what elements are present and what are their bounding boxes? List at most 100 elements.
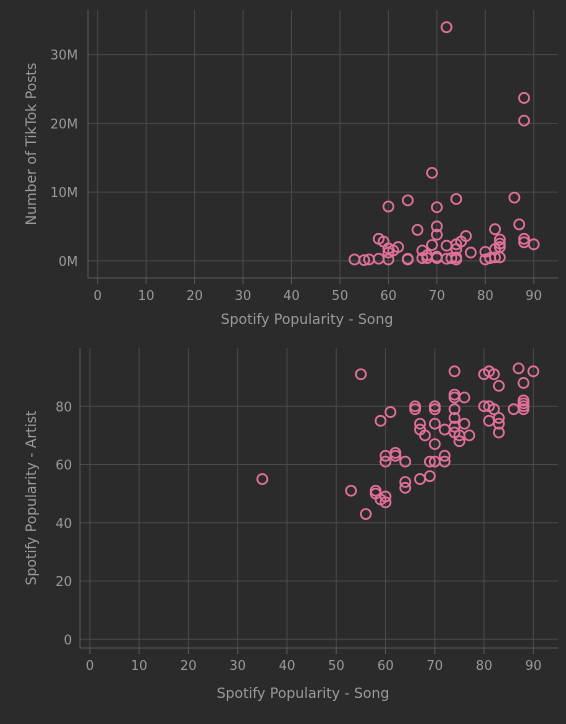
x-tick-label: 60 xyxy=(377,659,394,674)
x-tick-label: 50 xyxy=(332,289,349,304)
data-point xyxy=(453,435,466,448)
data-point xyxy=(419,429,431,442)
x-tick-label: 10 xyxy=(138,289,155,304)
data-point xyxy=(489,251,501,264)
y-tick-label: 80 xyxy=(55,400,72,415)
data-point xyxy=(426,239,438,251)
data-point xyxy=(374,414,387,427)
tiktok-posts-chart: 0M 10M 20M 30M 0 10 20 30 40 50 60 70 80 90 Spotify Po… xyxy=(24,10,558,328)
y-tick-label: 20M xyxy=(50,117,78,132)
data-point xyxy=(512,362,525,375)
data-point xyxy=(492,412,505,424)
data-point xyxy=(460,230,472,242)
data-point xyxy=(399,476,412,488)
data-point xyxy=(458,391,471,404)
x-tick-label: 70 xyxy=(429,289,446,304)
x-tick-label: 20 xyxy=(186,289,203,304)
data-point xyxy=(379,490,392,503)
data-point xyxy=(493,237,506,250)
x-tick-label: 30 xyxy=(229,659,246,674)
data-point xyxy=(384,406,397,418)
data-point xyxy=(527,238,540,251)
data-point xyxy=(399,455,412,468)
data-point xyxy=(492,426,505,439)
x-axis-title: Spotify Popularity - Song xyxy=(221,312,393,328)
data-point xyxy=(382,200,395,213)
data-point xyxy=(513,218,526,231)
data-point xyxy=(493,251,506,264)
data-point xyxy=(518,232,530,245)
x-tick-label: 0 xyxy=(86,659,94,674)
data-point xyxy=(445,252,458,264)
data-point xyxy=(392,241,405,253)
data-point xyxy=(527,365,540,378)
data-point xyxy=(517,377,530,389)
data-point xyxy=(428,403,441,416)
data-point xyxy=(389,449,402,462)
data-point xyxy=(517,403,530,416)
data-point xyxy=(438,449,451,462)
y-tick-label: 20 xyxy=(55,575,72,590)
data-point xyxy=(382,253,395,266)
data-point xyxy=(448,403,461,416)
x-tick-label: 0 xyxy=(94,289,102,304)
data-point xyxy=(426,166,438,179)
data-point xyxy=(430,228,443,241)
y-tick-label: 60 xyxy=(55,459,72,474)
y-tick-label: 30M xyxy=(50,49,78,64)
artist-popularity-chart: 0 20 40 60 80 0 10 20 30 40 50 60 70 80 90 Spotify Popu… xyxy=(24,348,558,702)
y-tick-label: 40 xyxy=(55,517,72,532)
data-point xyxy=(345,484,357,497)
data-point xyxy=(450,253,463,266)
data-point xyxy=(414,417,426,430)
data-point xyxy=(354,368,367,381)
y-tick-label: 10M xyxy=(50,186,78,201)
data-point xyxy=(489,223,501,236)
x-tick-label: 50 xyxy=(328,659,345,674)
y-tick-label: 0 xyxy=(64,633,72,648)
data-point xyxy=(359,508,372,520)
data-point xyxy=(411,223,424,236)
x-tick-label: 90 xyxy=(525,659,542,674)
data-point xyxy=(379,455,392,468)
data-point xyxy=(423,470,436,483)
data-point xyxy=(518,92,530,104)
data-point xyxy=(256,473,269,485)
x-tick-label: 40 xyxy=(283,289,300,304)
data-point xyxy=(379,496,392,509)
data-point xyxy=(488,368,500,381)
x-tick-label: 80 xyxy=(477,289,494,304)
data-point xyxy=(409,403,421,416)
data-point xyxy=(428,417,441,430)
data-point xyxy=(401,194,414,207)
data-point xyxy=(423,455,436,468)
data-point xyxy=(463,429,476,442)
data-point xyxy=(448,412,461,424)
x-tick-label: 90 xyxy=(525,289,542,304)
x-tick-label: 80 xyxy=(476,659,493,674)
x-tick-label: 20 xyxy=(180,659,197,674)
x-tick-label: 60 xyxy=(380,289,397,304)
data-point xyxy=(464,246,477,259)
x-tick-label: 10 xyxy=(131,659,148,674)
data-point xyxy=(493,233,506,246)
data-point xyxy=(492,379,505,392)
data-point xyxy=(492,417,505,430)
data-point xyxy=(440,21,453,34)
data-point xyxy=(508,191,521,204)
x-tick-label: 30 xyxy=(235,289,252,304)
data-point xyxy=(358,254,371,267)
data-point xyxy=(430,220,443,233)
data-point xyxy=(399,481,412,494)
y-axis-title: Number of TikTok Posts xyxy=(24,63,40,226)
data-point xyxy=(518,114,530,127)
data-point xyxy=(430,201,443,214)
data-point xyxy=(401,252,414,265)
data-point xyxy=(488,403,500,416)
y-tick-label: 0M xyxy=(59,255,79,270)
x-axis-title: Spotify Popularity - Song xyxy=(217,686,389,702)
x-tick-label: 70 xyxy=(427,659,444,674)
data-point xyxy=(438,455,451,468)
